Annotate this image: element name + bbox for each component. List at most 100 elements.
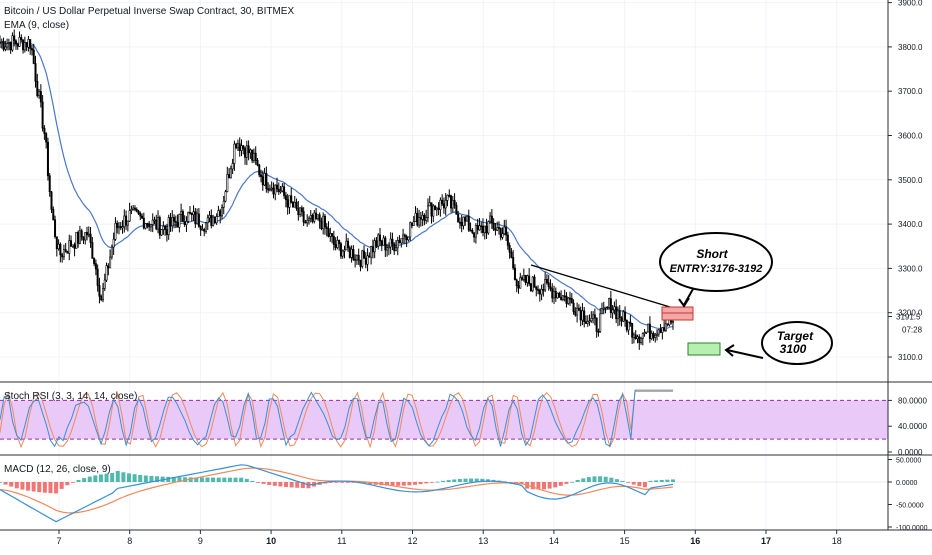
macd-histogram-bar bbox=[121, 472, 126, 482]
candle-body bbox=[299, 207, 302, 215]
candle-body bbox=[627, 321, 630, 331]
candle-body bbox=[450, 195, 453, 209]
macd-histogram-bar bbox=[14, 482, 19, 489]
countdown-label: 07:28 bbox=[902, 325, 923, 334]
candle-body bbox=[364, 257, 367, 265]
candle-body bbox=[471, 230, 474, 233]
macd-histogram-bar bbox=[480, 478, 485, 482]
candle-body bbox=[611, 309, 614, 314]
candle-body bbox=[671, 320, 674, 323]
candle-body bbox=[656, 333, 659, 336]
candle-body bbox=[194, 211, 197, 225]
macd-histogram-bar bbox=[166, 476, 171, 482]
candle-body bbox=[446, 194, 449, 201]
candle-body bbox=[110, 246, 113, 258]
macd-histogram-bar bbox=[177, 477, 182, 482]
candle-body bbox=[213, 216, 216, 224]
candle-body bbox=[16, 43, 19, 47]
macd-histogram-bar bbox=[132, 474, 137, 482]
macd-histogram-bar bbox=[547, 482, 552, 489]
candle-body bbox=[135, 209, 138, 212]
candle-body bbox=[540, 289, 543, 295]
candle-body bbox=[382, 237, 385, 246]
macd-histogram-bar bbox=[295, 482, 300, 488]
candle-body bbox=[84, 232, 87, 241]
candle-body bbox=[402, 234, 405, 239]
price-tick-label: 3800.0 bbox=[898, 43, 923, 52]
candle-body bbox=[64, 249, 67, 253]
stoch-tick-label: 40.0000 bbox=[898, 422, 927, 431]
candle-body bbox=[169, 217, 172, 227]
candle-body bbox=[183, 221, 186, 225]
candle-body bbox=[419, 217, 422, 220]
candle-body bbox=[144, 223, 147, 229]
candle-body bbox=[109, 256, 112, 269]
candle-body bbox=[332, 235, 335, 245]
candle-body bbox=[210, 215, 213, 226]
candle-body bbox=[228, 174, 231, 179]
macd-histogram-bar bbox=[115, 470, 120, 482]
candle-body bbox=[439, 199, 442, 210]
macd-histogram-bar bbox=[222, 477, 227, 482]
candle-body bbox=[68, 240, 71, 254]
candle-body bbox=[94, 263, 97, 270]
candle-body bbox=[52, 209, 55, 221]
candle-body bbox=[165, 229, 168, 235]
candle-body bbox=[414, 212, 417, 222]
candle-body bbox=[46, 141, 49, 177]
candle-body bbox=[485, 225, 488, 234]
candles-group bbox=[0, 29, 674, 350]
candle-body bbox=[363, 250, 366, 259]
candle-body bbox=[224, 191, 227, 202]
candle-body bbox=[43, 127, 46, 134]
candle-body bbox=[425, 217, 428, 221]
candle-body bbox=[212, 216, 215, 226]
candle-body bbox=[512, 257, 515, 269]
candle-body bbox=[274, 184, 277, 195]
candle-body bbox=[22, 39, 25, 51]
candle-body bbox=[71, 244, 74, 247]
candle-body bbox=[123, 215, 126, 227]
candle-body bbox=[629, 321, 632, 324]
macd-histogram-bar bbox=[87, 476, 92, 482]
candle-body bbox=[281, 186, 284, 192]
candle-body bbox=[236, 143, 239, 148]
candle-body bbox=[34, 63, 37, 82]
candle-body bbox=[18, 37, 21, 47]
candle-body bbox=[300, 207, 303, 212]
candle-body bbox=[263, 173, 266, 186]
candle-body bbox=[157, 217, 160, 230]
macd-legend: MACD (12, 26, close, 9) bbox=[4, 464, 111, 475]
candle-body bbox=[338, 240, 341, 245]
macd-histogram-bar bbox=[665, 479, 670, 482]
trend-line bbox=[530, 264, 691, 314]
candle-body bbox=[403, 234, 406, 237]
candle-body bbox=[323, 215, 326, 228]
candle-body bbox=[460, 221, 463, 227]
candle-body bbox=[6, 43, 9, 48]
macd-histogram-bar bbox=[441, 480, 446, 482]
candle-body bbox=[609, 298, 612, 314]
candle-body bbox=[595, 317, 598, 332]
candle-body bbox=[398, 240, 401, 244]
macd-histogram-bar bbox=[110, 473, 115, 482]
candle-body bbox=[265, 173, 268, 189]
macd-histogram-bar bbox=[284, 482, 289, 487]
macd-histogram-bar bbox=[48, 482, 53, 494]
macd-histogram-bar bbox=[620, 480, 625, 482]
candle-body bbox=[311, 215, 314, 222]
candle-body bbox=[387, 246, 390, 249]
candle-body bbox=[569, 297, 572, 300]
stoch-k-line bbox=[0, 389, 673, 448]
macd-histogram-bar bbox=[59, 482, 64, 489]
candle-body bbox=[455, 204, 458, 215]
candle-body bbox=[251, 149, 254, 161]
candle-body bbox=[599, 313, 602, 332]
macd-histogram-bar bbox=[328, 482, 333, 483]
candle-body bbox=[238, 143, 241, 151]
candle-body bbox=[258, 164, 261, 176]
macd-histogram-bar bbox=[250, 480, 255, 482]
candle-body bbox=[478, 225, 481, 231]
macd-histogram-bar bbox=[592, 476, 597, 482]
